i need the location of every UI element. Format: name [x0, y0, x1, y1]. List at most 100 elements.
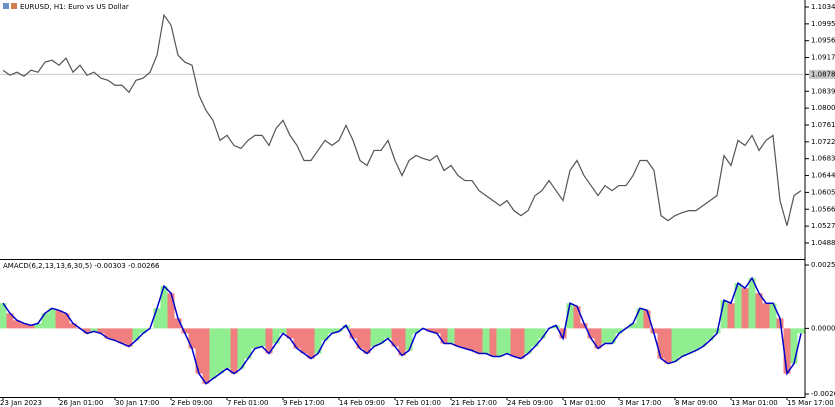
histogram-bar: [706, 328, 714, 341]
histogram-bar: [559, 328, 567, 339]
histogram-bar: [594, 328, 602, 349]
histogram-bar: [251, 328, 259, 349]
histogram-bar: [370, 328, 378, 347]
histogram-bar: [188, 328, 196, 349]
histogram-bar: [279, 328, 287, 334]
histogram-bar: [797, 328, 805, 334]
histogram-bar: [503, 328, 511, 354]
y-tick-label: 1.09170: [811, 54, 835, 62]
histogram-bar: [734, 283, 742, 329]
histogram-bar: [90, 328, 98, 332]
histogram-bar: [300, 328, 308, 354]
histogram-bar: [13, 320, 21, 329]
x-tick-label: 17 Feb 01:00: [395, 399, 441, 407]
x-tick-label: 8 Mar 09:00: [675, 399, 717, 407]
histogram-bar: [132, 328, 140, 341]
histogram-bar: [692, 328, 700, 351]
x-tick-label: 9 Feb 17:00: [283, 399, 324, 407]
histogram-bar: [629, 323, 637, 329]
histogram-bar: [755, 293, 763, 329]
histogram-bar: [363, 328, 371, 354]
histogram-bar: [580, 323, 588, 329]
histogram-bar: [454, 328, 462, 347]
histogram-bar: [27, 325, 35, 329]
histogram-bar: [468, 328, 476, 351]
histogram-bar: [111, 328, 119, 341]
histogram-bar: [531, 328, 539, 347]
histogram-bar: [104, 328, 112, 339]
y-tick-label: 1.09950: [811, 20, 835, 28]
histogram-bar: [615, 328, 623, 334]
y-tick-label: 1.06440: [811, 172, 835, 180]
histogram-bar: [6, 313, 14, 329]
x-tick-label: 1 Mar 01:00: [563, 399, 605, 407]
histogram-bar: [83, 328, 91, 334]
histogram-bar: [517, 328, 525, 359]
histogram-bar: [181, 328, 189, 334]
histogram-bar: [447, 328, 455, 344]
histogram-bar: [741, 288, 749, 329]
histogram-bar: [440, 328, 448, 344]
x-tick-label: 24 Feb 09:00: [507, 399, 553, 407]
histogram-bar: [97, 328, 105, 334]
histogram-bar: [566, 303, 574, 329]
histogram-bar: [139, 328, 147, 334]
chart-title: EURUSD, H1: Euro vs US Dollar: [20, 3, 129, 11]
histogram-bar: [587, 328, 595, 339]
histogram-bar: [475, 328, 483, 354]
indicator-title: AMACD(6,2,13,13,6,30,5) -0.00303 -0.0026…: [3, 262, 160, 270]
x-tick-label: 7 Feb 01:00: [227, 399, 268, 407]
histogram-bar: [244, 328, 252, 359]
histogram-bar: [20, 323, 28, 329]
histogram-bar: [237, 328, 245, 369]
histogram-bar: [160, 286, 168, 329]
histogram-bar: [608, 328, 616, 344]
histogram-bar: [783, 328, 791, 374]
current-price-box: [809, 69, 835, 79]
histogram-bar: [685, 328, 693, 354]
signal-line: [2, 276, 802, 385]
chart-icon: [3, 3, 9, 9]
histogram-bar: [328, 328, 336, 334]
histogram-bar: [489, 328, 497, 357]
x-tick-label: 3 Mar 17:00: [619, 399, 661, 407]
y-tick-label: 1.08780: [811, 70, 835, 78]
histogram-bar: [286, 328, 294, 339]
histogram-bar: [125, 328, 133, 347]
histogram-bar: [202, 328, 210, 384]
histogram-bar: [258, 328, 266, 347]
histogram-bar: [34, 323, 42, 329]
histogram-bar: [69, 323, 77, 329]
histogram-bar: [405, 328, 413, 351]
histogram-bar: [195, 328, 203, 374]
histogram-bar: [769, 303, 777, 329]
histogram-bar: [174, 318, 182, 329]
chart-icon: [11, 3, 17, 9]
histogram-bar: [538, 328, 546, 339]
histogram-bar: [209, 328, 217, 379]
histogram-bar: [461, 328, 469, 349]
histogram-bar: [118, 328, 126, 344]
histogram-bar: [636, 308, 644, 329]
x-tick-label: 2 Feb 09:00: [171, 399, 212, 407]
histogram-bar: [727, 303, 735, 329]
y-tick-label: -0.00261: [811, 390, 835, 398]
y-tick-label: 1.05270: [811, 222, 835, 230]
histogram-bar: [664, 328, 672, 364]
histogram-bar: [762, 303, 770, 329]
histogram-bar: [293, 328, 301, 349]
y-tick-label: 0.00252: [811, 261, 835, 269]
histogram-bar: [601, 328, 609, 344]
x-tick-label: 14 Feb 09:00: [339, 399, 385, 407]
y-tick-label: 1.10340: [811, 3, 835, 11]
histogram-bar: [55, 310, 63, 329]
histogram-bar: [657, 328, 665, 359]
histogram-bar: [223, 328, 231, 369]
y-tick-label: 1.07610: [811, 121, 835, 129]
histogram-bar: [265, 328, 273, 354]
histogram-bar: [307, 328, 315, 359]
histogram-bar: [377, 328, 385, 344]
